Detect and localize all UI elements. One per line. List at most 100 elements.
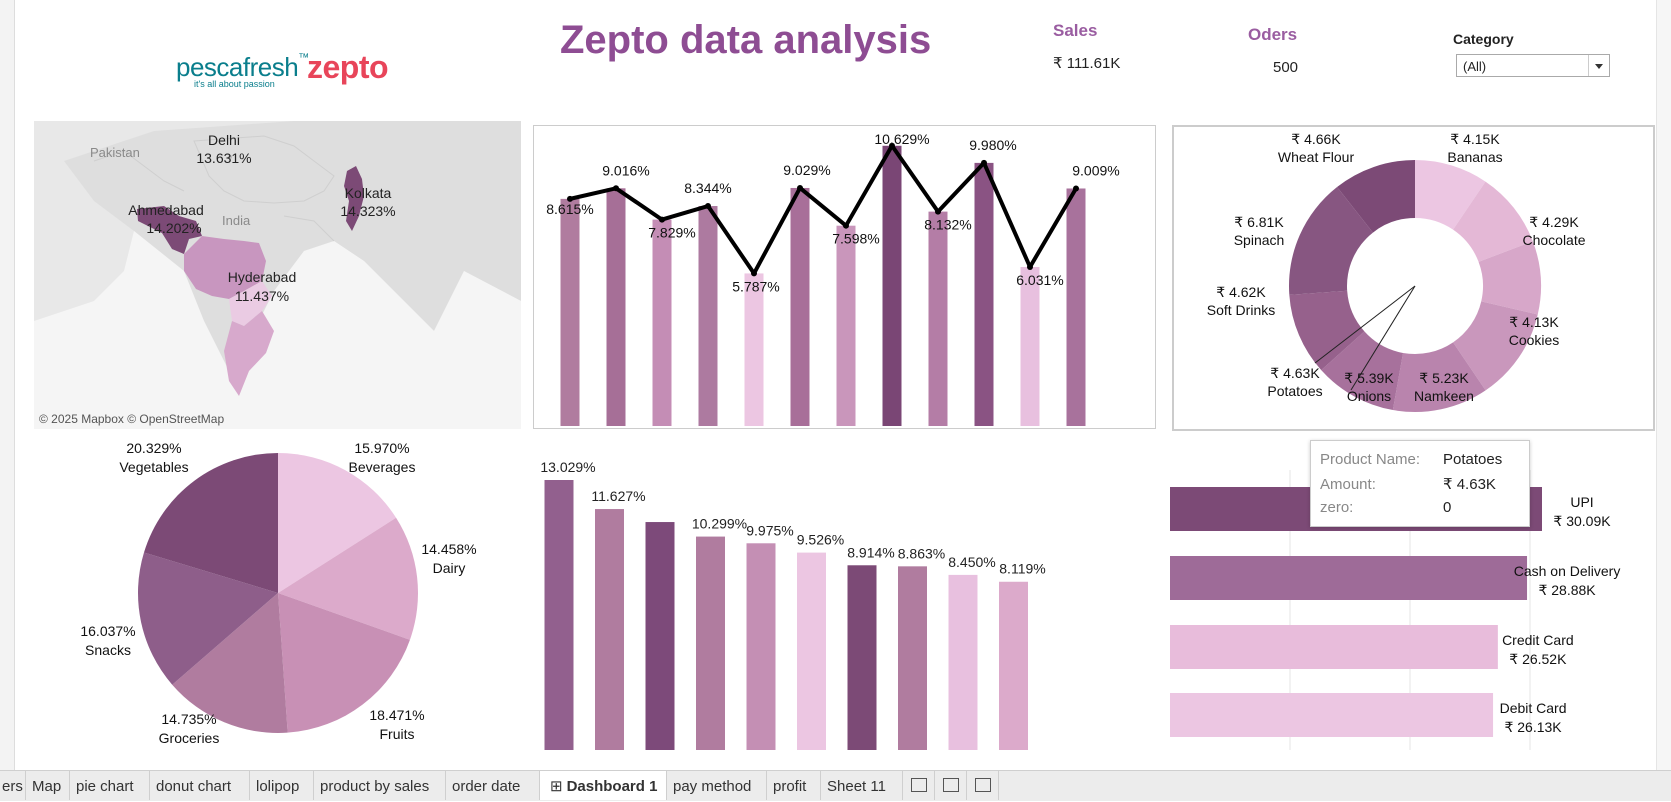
westbengal-region (344, 166, 364, 231)
tooltip-row-zero: zero: 0 (1320, 499, 1451, 516)
tab-order-date[interactable]: order date (446, 771, 540, 800)
pie-category-label: Snacks (85, 642, 131, 658)
tab-sheet-11[interactable]: Sheet 11 (821, 771, 903, 800)
right-scroll-strip[interactable] (1656, 0, 1671, 770)
donut-value-label: ₹ 4.62K (1216, 284, 1266, 300)
pay-method-category-label: UPI (1570, 494, 1593, 510)
pie-value-label: 15.970% (354, 440, 409, 456)
donut-chart-panel[interactable]: ₹ 4.15K Bananas ₹ 4.29K Chocolate ₹ 4.13K Coo… (1172, 125, 1655, 431)
pay-method-bar (1170, 625, 1498, 669)
pie-chart-svg: 15.970% Beverages 14.458% Dairy 18.471% Fruit… (80, 440, 476, 746)
pay-method-value-label: ₹ 26.52K (1509, 651, 1567, 667)
tooltip-row-amount: Amount: ₹ 4.63K (1320, 475, 1496, 493)
new-dashboard-icon (943, 778, 959, 792)
product-bar (595, 509, 624, 750)
page-title: Zepto data analysis (560, 18, 932, 62)
pie-category-label: Dairy (433, 560, 466, 576)
product-bar (797, 552, 826, 750)
tab-product-by-sales[interactable]: product by sales (314, 771, 446, 800)
combo-data-label: 5.787% (732, 278, 779, 294)
map-city-hyderabad: Hyderabad (228, 269, 297, 285)
combo-chart-panel[interactable]: 8.615% 9.016% 7.829% 8.344% 5.787% 9.029% 7.59… (533, 125, 1156, 429)
product-bar-label: 8.914% (847, 544, 894, 560)
pie-slice (278, 517, 418, 640)
combo-data-label: 6.031% (1016, 272, 1063, 288)
product-bar-label: 10.299% (692, 516, 747, 532)
tab-dashboard-1-label: Dashboard 1 (566, 778, 658, 795)
tab-donut-chart[interactable]: donut chart (150, 771, 250, 800)
pie-category-label: Vegetables (119, 459, 188, 475)
donut-category-label: Spinach (1234, 232, 1285, 248)
donut-slice (1453, 301, 1538, 391)
dashboard-grid-icon: ⊞ (550, 778, 563, 795)
donut-slice (1392, 342, 1486, 412)
combo-point (981, 159, 987, 166)
donut-value-label: ₹ 6.81K (1234, 214, 1284, 230)
donut-slice (1289, 290, 1365, 371)
sales-kpi-value: ₹ 111.61K (1053, 55, 1121, 72)
new-story-button[interactable] (967, 771, 999, 800)
new-dashboard-button[interactable] (935, 771, 967, 800)
product-bar-label: 8.450% (948, 554, 995, 570)
donut-category-label: Wheat Flour (1278, 149, 1355, 165)
combo-point (567, 195, 573, 202)
map-city-delhi-value: 13.631% (196, 150, 251, 166)
map-panel[interactable]: Pakistan India Delhi 13.631% Ahmedabad 1… (34, 121, 521, 429)
product-bar (847, 565, 877, 750)
tab-pay-method[interactable]: pay method (667, 771, 767, 800)
donut-slice (1415, 160, 1486, 230)
product-bar (999, 581, 1028, 750)
tab-users[interactable]: ers (0, 771, 26, 800)
product-bar-chart-panel[interactable]: 13.029% 11.627% 10.299% 9.975% 9.526% 8.914% 8… (533, 445, 1156, 750)
donut-pointer-line (1350, 285, 1416, 391)
combo-bar (836, 225, 856, 426)
tab-profit[interactable]: profit (767, 771, 821, 800)
map-label-pakistan: Pakistan (90, 145, 140, 160)
category-filter-value: (All) (1463, 59, 1487, 74)
pay-method-value-label: ₹ 28.88K (1538, 582, 1596, 598)
pay-method-bar (1170, 556, 1528, 600)
pie-slice (278, 453, 397, 593)
product-bar-label: 9.975% (746, 522, 793, 538)
tab-lolipop[interactable]: lolipop (250, 771, 314, 800)
tab-dashboard-1[interactable]: ⊞ Dashboard 1 (540, 771, 667, 800)
donut-category-label: Potatoes (1267, 383, 1322, 399)
combo-bar (1020, 267, 1040, 426)
combo-bar (790, 187, 810, 426)
category-filter-dropdown[interactable]: (All) (1456, 54, 1610, 77)
product-bar-chart-svg: 13.029%11.627%10.299% 9.975%9.526%8.914% 8… (540, 459, 1046, 750)
pie-value-label: 20.329% (126, 440, 181, 456)
tab-pie-chart[interactable]: pie chart (70, 771, 150, 800)
combo-line (569, 143, 1078, 276)
donut-value-label: ₹ 4.66K (1291, 131, 1341, 147)
pay-method-value-label: ₹ 30.09K (1553, 513, 1611, 529)
new-worksheet-button[interactable] (903, 771, 935, 800)
combo-bar (882, 145, 902, 426)
pay-method-category-label: Credit Card (1502, 632, 1574, 648)
product-bar (746, 543, 776, 750)
combo-bar (1066, 188, 1086, 426)
pie-slice (278, 593, 410, 733)
combo-data-label: 9.980% (969, 137, 1016, 153)
map-city-hyderabad-value: 11.437% (235, 288, 289, 304)
map-city-kolkata-value: 14.323% (340, 203, 395, 219)
tooltip-key: zero: (1320, 499, 1354, 516)
combo-point (1073, 185, 1079, 192)
telangana-region (229, 281, 272, 326)
combo-point (751, 270, 757, 277)
left-scroll-strip[interactable] (0, 0, 15, 770)
tooltip-key: Amount: (1320, 476, 1376, 493)
chevron-down-icon[interactable] (1588, 55, 1609, 76)
pay-method-category-label: Debit Card (1500, 700, 1567, 716)
tab-map[interactable]: Map (26, 771, 70, 800)
combo-data-label: 9.029% (783, 162, 830, 178)
donut-value-label: ₹ 5.39K (1344, 370, 1394, 386)
pie-chart-panel[interactable]: 15.970% Beverages 14.458% Dairy 18.471% Fruit… (34, 440, 521, 750)
combo-bar (698, 206, 718, 426)
pay-method-bar (1170, 693, 1494, 737)
pie-value-label: 18.471% (369, 707, 424, 723)
combo-data-label: 8.132% (924, 217, 971, 233)
combo-data-label: 7.598% (832, 231, 879, 247)
combo-bar (974, 162, 994, 426)
delhi-marker (228, 155, 232, 159)
